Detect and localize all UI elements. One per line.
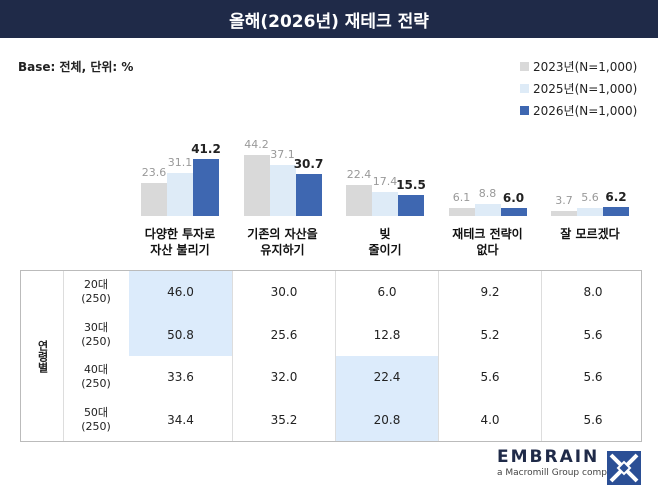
table-cell: 9.2: [480, 285, 500, 300]
table-cell: 35.2: [270, 412, 298, 427]
table-cell: 5.6: [480, 370, 500, 385]
table-cell: 46.0: [129, 271, 232, 314]
row-header-label: 40대: [83, 363, 109, 377]
table-cell: 8.0: [583, 285, 603, 300]
brand: EMBRAIN: [497, 447, 600, 467]
tagline: a Macromill Group company: [497, 468, 624, 478]
column-divider: [335, 271, 336, 441]
value-label: 23.6: [141, 166, 167, 180]
table-cell: 6.0: [377, 285, 397, 300]
table-cell: 22.4: [336, 356, 438, 399]
value-label: 44.2: [244, 138, 269, 151]
category-label: 기존의 자산을 유지하기: [247, 227, 318, 257]
table-cell: 32.0: [270, 370, 298, 385]
bar: [577, 208, 603, 216]
row-header-n: (250): [81, 334, 111, 348]
table-cell: 20.8: [336, 398, 438, 441]
table-cell: 5.2: [480, 327, 500, 342]
category-label: 잘 모르겠다: [560, 227, 620, 241]
bar: [243, 155, 270, 216]
bar: [474, 203, 501, 216]
row-header-label: 50대: [83, 405, 109, 419]
column-divider: [438, 271, 439, 441]
bar: [193, 159, 219, 216]
table-cell: 12.8: [373, 327, 401, 342]
column-divider: [63, 271, 64, 441]
value-label: 37.1: [270, 147, 295, 161]
row-header-n: (250): [81, 292, 111, 306]
category-label: 다양한 투자로 자산 불리기: [144, 227, 216, 257]
value-label: 6.1: [452, 190, 471, 204]
value-label: 41.2: [191, 142, 221, 157]
table-cell: 25.6: [270, 327, 298, 342]
legend-swatch: [520, 84, 529, 93]
legend-item: 2023년(N=1,000): [520, 58, 637, 75]
value-label: 5.6: [581, 191, 599, 205]
legend-swatch: [520, 62, 529, 71]
legend-item: 2026년(N=1,000): [520, 102, 637, 119]
bar: [551, 210, 577, 216]
row-header: 20대 (250): [63, 271, 129, 314]
row-header: 30대 (250): [63, 314, 129, 357]
value-label: 6.2: [605, 190, 627, 205]
value-label: 6.0: [502, 190, 525, 205]
bar: [500, 207, 527, 216]
chart-title: 올해(2026년) 재테크 전략: [0, 0, 658, 38]
table-cell: 50.8: [129, 313, 232, 356]
legend-item: 2025년(N=1,000): [520, 80, 637, 97]
row-header-label: 20대: [83, 278, 109, 292]
table-cell: 34.4: [167, 412, 194, 427]
value-label: 8.8: [478, 186, 497, 200]
logo-icon: [607, 451, 641, 485]
bar: [295, 173, 322, 216]
row-header-n: (250): [81, 419, 111, 433]
legend-label: 2025년(N=1,000): [533, 82, 638, 96]
table: 연령별 20대 (250) 46.0 30.0 6.0 9.2 8.0 30대 (250) 50.…: [20, 270, 642, 442]
value-label: 17.4: [372, 174, 398, 188]
table-cell: 5.6: [583, 327, 603, 342]
row-header-label: 30대: [83, 320, 109, 334]
table-cell: 4.0: [480, 412, 500, 427]
row-header: 40대 (250): [63, 356, 129, 399]
legend-swatch: [520, 106, 529, 115]
row-group-label: 연령별: [36, 339, 49, 373]
column-divider: [232, 271, 233, 441]
value-label: 15.5: [396, 177, 426, 192]
table-cell: 30.0: [270, 285, 298, 300]
value-label: 30.7: [293, 156, 324, 171]
value-label: 22.4: [346, 168, 372, 182]
value-label: 3.7: [555, 193, 573, 207]
legend-label: 2023년(N=1,000): [533, 60, 638, 74]
bar: [269, 164, 296, 216]
bar: [398, 194, 424, 216]
bar: [167, 173, 193, 216]
row-header-n: (250): [81, 377, 111, 391]
bar: [448, 207, 475, 216]
base-note: Base: 전체, 단위: %: [18, 60, 134, 74]
bar: [372, 191, 398, 216]
value-label: 31.1: [167, 156, 193, 170]
bar: [141, 183, 167, 216]
bar: [346, 185, 372, 216]
row-header: 50대 (250): [63, 399, 129, 442]
column-divider: [541, 271, 542, 441]
category-label: 재테크 전략이 없다: [452, 227, 523, 257]
table-cell: 5.6: [583, 412, 603, 427]
table-cell: 5.6: [583, 370, 603, 385]
category-label: 빚 줄이기: [368, 227, 402, 257]
table-cell: 33.6: [167, 370, 194, 385]
bar: [603, 207, 629, 216]
legend-label: 2026년(N=1,000): [533, 104, 638, 118]
